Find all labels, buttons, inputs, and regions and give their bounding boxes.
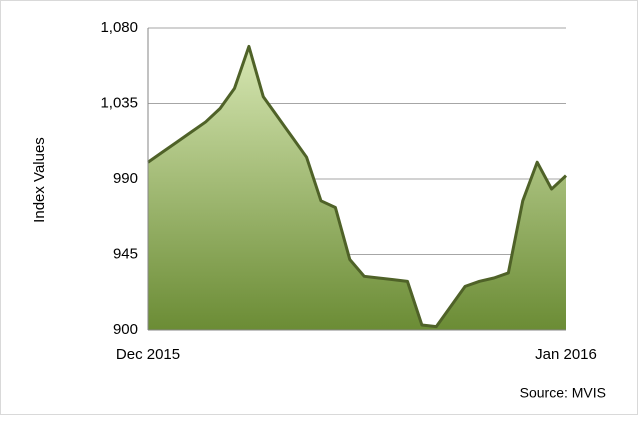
x-tick-label: Jan 2016 bbox=[535, 346, 597, 363]
y-tick-label: 900 bbox=[113, 321, 138, 338]
y-tick-label: 990 bbox=[113, 170, 138, 187]
line bbox=[147, 44, 568, 329]
y-axis-label: Index Values bbox=[31, 137, 48, 223]
y-tick-label: 945 bbox=[113, 245, 138, 262]
area bbox=[148, 46, 566, 330]
annotation: Source: MVIS bbox=[520, 385, 606, 401]
y-tick-label: 1,035 bbox=[100, 94, 138, 111]
y-tick-label: 1,080 bbox=[100, 19, 138, 36]
x-tick-label: Dec 2015 bbox=[116, 346, 180, 363]
